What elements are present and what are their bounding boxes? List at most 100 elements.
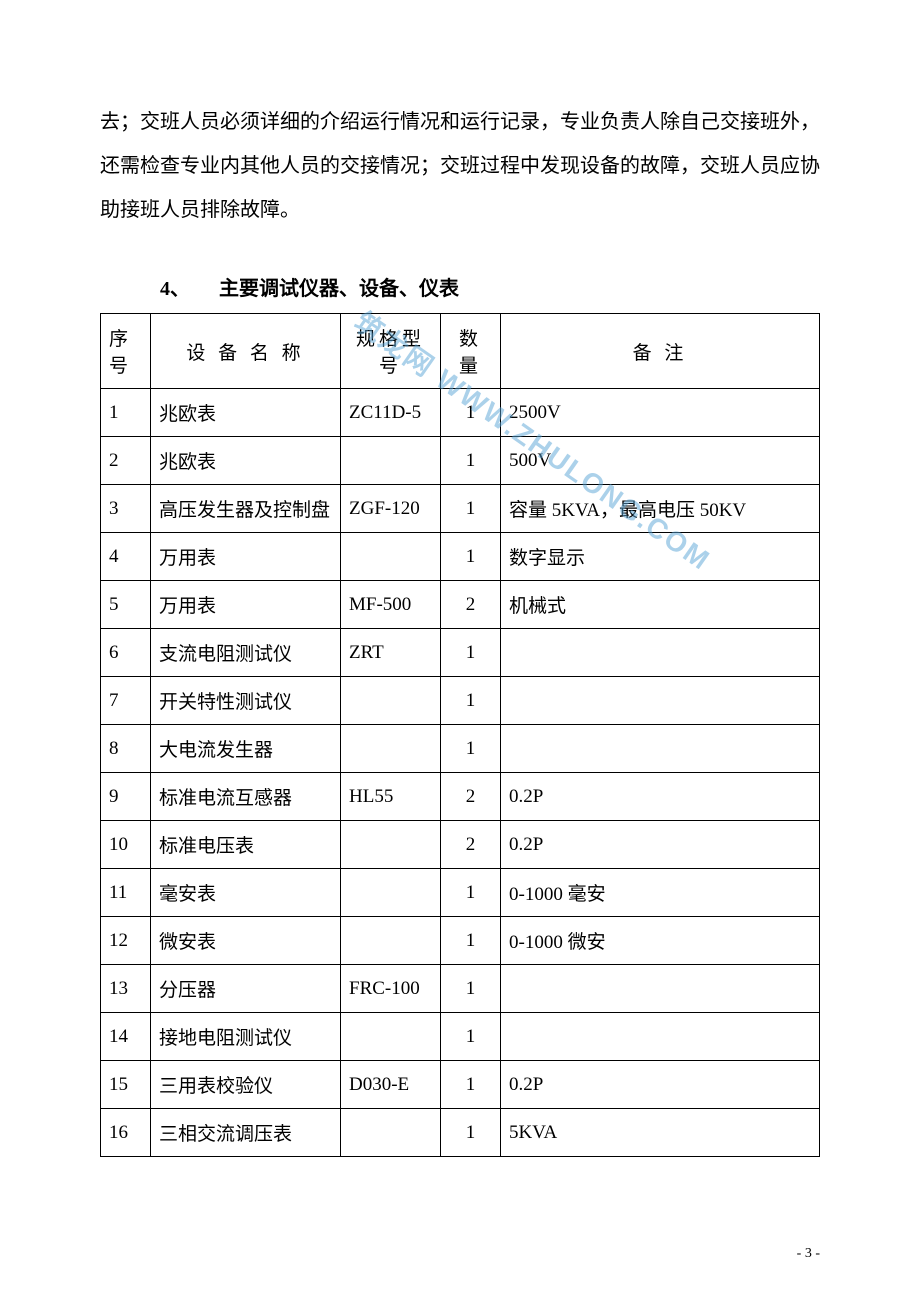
table-row: 2兆欧表 1500V: [101, 437, 820, 485]
cell-model: [341, 677, 441, 725]
cell-qty: 1: [441, 629, 501, 677]
cell-seq: 1: [101, 389, 151, 437]
cell-remark: 0-1000 毫安: [501, 869, 820, 917]
cell-remark: 0.2P: [501, 821, 820, 869]
table-row: 5万用表MF-5002机械式: [101, 581, 820, 629]
cell-model: ZGF-120: [341, 485, 441, 533]
table-row: 6支流电阻测试仪ZRT1: [101, 629, 820, 677]
cell-remark: 2500V: [501, 389, 820, 437]
cell-qty: 1: [441, 1109, 501, 1157]
cell-qty: 1: [441, 917, 501, 965]
cell-remark: [501, 965, 820, 1013]
table-row: 13分压器FRC-1001: [101, 965, 820, 1013]
table-row: 11毫安表 10-1000 毫安: [101, 869, 820, 917]
section-heading: 4、 主要调试仪器、设备、仪表: [100, 272, 820, 301]
cell-qty: 1: [441, 677, 501, 725]
cell-seq: 12: [101, 917, 151, 965]
cell-name: 兆欧表: [151, 389, 341, 437]
cell-qty: 1: [441, 533, 501, 581]
cell-model: [341, 725, 441, 773]
table-row: 1兆欧表ZC11D-512500V: [101, 389, 820, 437]
table-row: 14接地电阻测试仪 1: [101, 1013, 820, 1061]
cell-model: FRC-100: [341, 965, 441, 1013]
cell-qty: 1: [441, 437, 501, 485]
table-row: 4万用表 1数字显示: [101, 533, 820, 581]
cell-remark: [501, 725, 820, 773]
cell-model: [341, 1109, 441, 1157]
equipment-table: 序号 设 备 名 称 规格型号 数量 备 注 1兆欧表ZC11D-512500V…: [100, 313, 820, 1157]
header-seq: 序号: [101, 314, 151, 389]
header-name: 设 备 名 称: [151, 314, 341, 389]
cell-seq: 6: [101, 629, 151, 677]
cell-name: 标准电流互感器: [151, 773, 341, 821]
cell-qty: 1: [441, 389, 501, 437]
cell-seq: 14: [101, 1013, 151, 1061]
cell-model: MF-500: [341, 581, 441, 629]
cell-seq: 10: [101, 821, 151, 869]
cell-remark: [501, 629, 820, 677]
header-qty: 数量: [441, 314, 501, 389]
table-row: 3高压发生器及控制盘ZGF-1201容量 5KVA，最高电压 50KV: [101, 485, 820, 533]
body-paragraph: 去；交班人员必须详细的介绍运行情况和运行记录，专业负责人除自己交接班外，还需检查…: [100, 100, 820, 232]
cell-remark: 容量 5KVA，最高电压 50KV: [501, 485, 820, 533]
page-number: - 3 -: [797, 1246, 820, 1262]
cell-model: [341, 917, 441, 965]
header-remark: 备 注: [501, 314, 820, 389]
cell-name: 毫安表: [151, 869, 341, 917]
cell-remark: 0.2P: [501, 773, 820, 821]
cell-model: [341, 533, 441, 581]
cell-seq: 15: [101, 1061, 151, 1109]
cell-seq: 8: [101, 725, 151, 773]
cell-seq: 7: [101, 677, 151, 725]
cell-remark: 0-1000 微安: [501, 917, 820, 965]
cell-name: 支流电阻测试仪: [151, 629, 341, 677]
table-row: 9标准电流互感器HL5520.2P: [101, 773, 820, 821]
cell-name: 高压发生器及控制盘: [151, 485, 341, 533]
cell-name: 万用表: [151, 533, 341, 581]
table-header-row: 序号 设 备 名 称 规格型号 数量 备 注: [101, 314, 820, 389]
cell-remark: 机械式: [501, 581, 820, 629]
cell-remark: 数字显示: [501, 533, 820, 581]
cell-qty: 1: [441, 725, 501, 773]
cell-name: 接地电阻测试仪: [151, 1013, 341, 1061]
cell-name: 兆欧表: [151, 437, 341, 485]
cell-qty: 1: [441, 1013, 501, 1061]
table-row: 12微安表 10-1000 微安: [101, 917, 820, 965]
cell-name: 分压器: [151, 965, 341, 1013]
cell-remark: 500V: [501, 437, 820, 485]
cell-qty: 2: [441, 773, 501, 821]
cell-model: [341, 821, 441, 869]
table-row: 8大电流发生器 1: [101, 725, 820, 773]
cell-remark: 0.2P: [501, 1061, 820, 1109]
cell-qty: 1: [441, 485, 501, 533]
cell-model: [341, 1013, 441, 1061]
cell-model: HL55: [341, 773, 441, 821]
cell-remark: 5KVA: [501, 1109, 820, 1157]
cell-name: 三相交流调压表: [151, 1109, 341, 1157]
cell-qty: 2: [441, 821, 501, 869]
cell-remark: [501, 1013, 820, 1061]
cell-seq: 3: [101, 485, 151, 533]
cell-qty: 1: [441, 869, 501, 917]
cell-name: 大电流发生器: [151, 725, 341, 773]
cell-name: 标准电压表: [151, 821, 341, 869]
cell-model: ZC11D-5: [341, 389, 441, 437]
cell-seq: 13: [101, 965, 151, 1013]
cell-name: 万用表: [151, 581, 341, 629]
cell-name: 微安表: [151, 917, 341, 965]
cell-seq: 11: [101, 869, 151, 917]
cell-qty: 1: [441, 1061, 501, 1109]
cell-seq: 5: [101, 581, 151, 629]
cell-model: D030-E: [341, 1061, 441, 1109]
table-row: 16三相交流调压表 15KVA: [101, 1109, 820, 1157]
cell-seq: 16: [101, 1109, 151, 1157]
table-row: 7开关特性测试仪1: [101, 677, 820, 725]
cell-model: ZRT: [341, 629, 441, 677]
cell-qty: 1: [441, 965, 501, 1013]
cell-model: [341, 437, 441, 485]
cell-seq: 9: [101, 773, 151, 821]
cell-model: [341, 869, 441, 917]
cell-seq: 4: [101, 533, 151, 581]
section-number: 4、: [160, 278, 190, 300]
cell-seq: 2: [101, 437, 151, 485]
